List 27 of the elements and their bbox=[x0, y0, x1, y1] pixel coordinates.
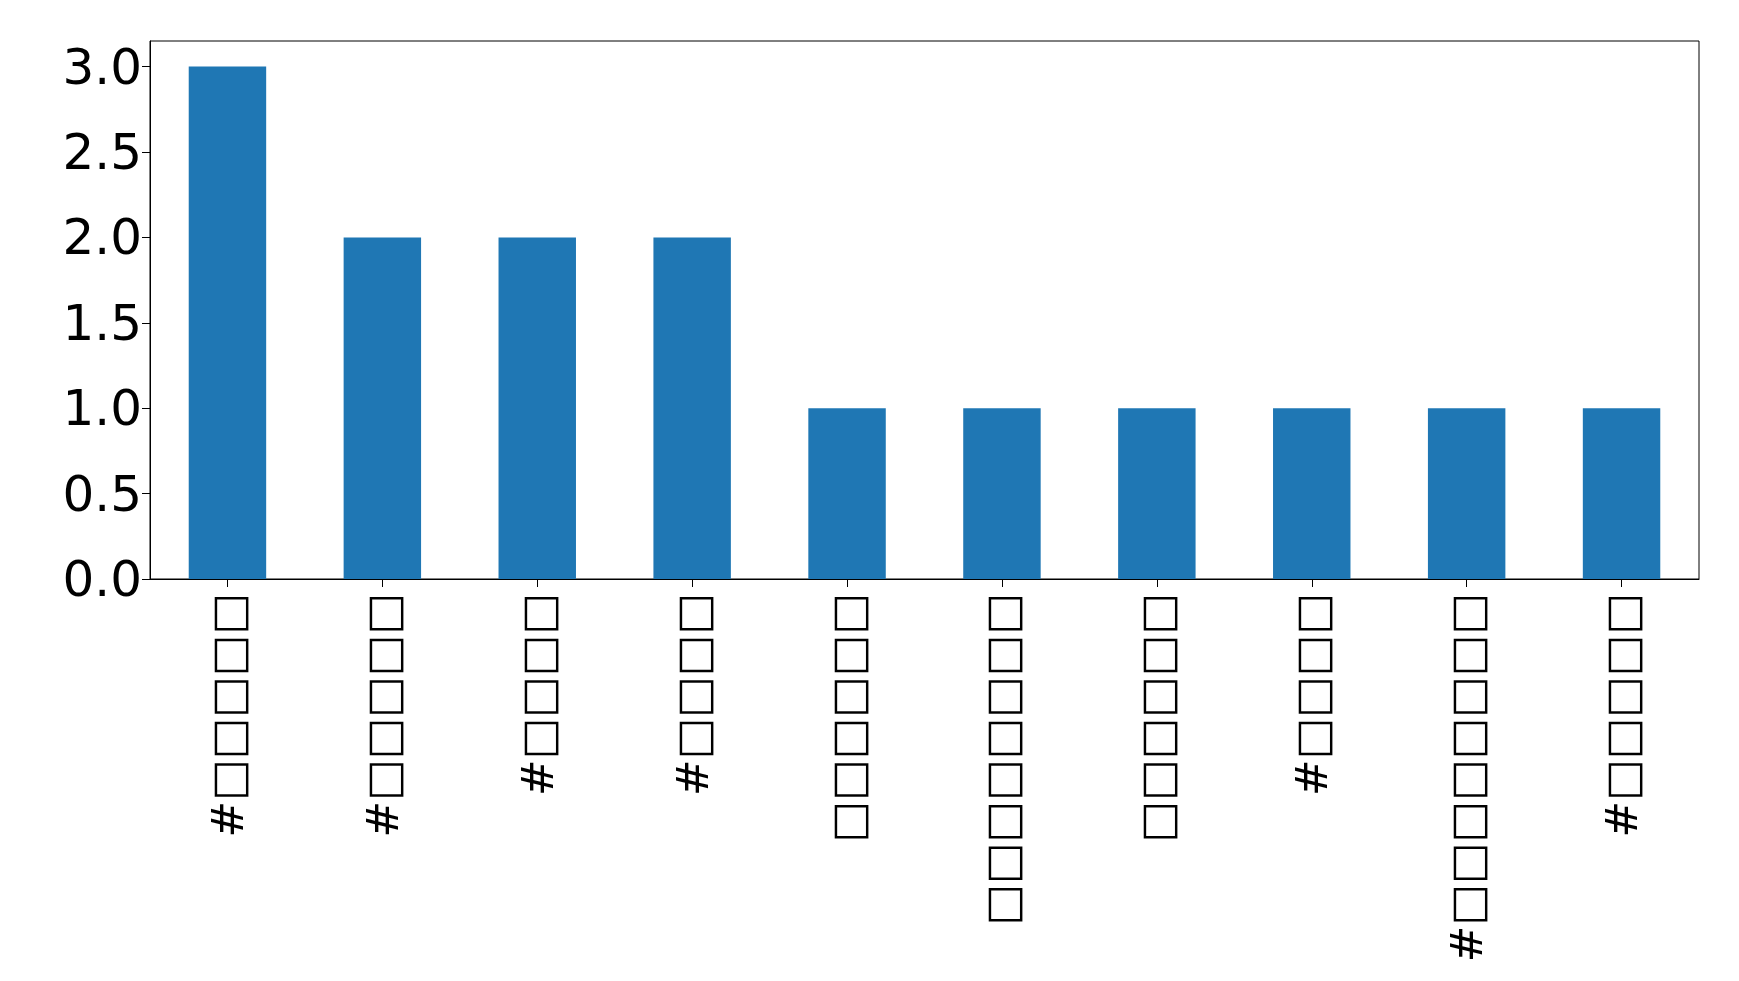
x-tick-label: □□□□□□ bbox=[821, 593, 873, 843]
bar bbox=[1582, 408, 1661, 579]
bar bbox=[1273, 408, 1351, 579]
x-tick-label: #□□□□ bbox=[666, 593, 718, 797]
y-tick-label: 0.5 bbox=[62, 464, 142, 523]
x-tick-label: □□□□□□□□ bbox=[976, 593, 1028, 926]
x-tick-label: #□□□□□ bbox=[1596, 593, 1648, 838]
bar bbox=[498, 237, 576, 579]
bar bbox=[343, 237, 422, 579]
x-tick-label: #□□□□□ bbox=[356, 593, 408, 838]
bar bbox=[1118, 408, 1196, 579]
x-tick-label: #□□□□ bbox=[511, 593, 563, 797]
y-tick-label: 1.5 bbox=[62, 293, 142, 352]
y-tick-label: 0.0 bbox=[62, 550, 142, 608]
bar bbox=[963, 408, 1041, 579]
bar bbox=[808, 408, 886, 579]
bar bbox=[188, 66, 267, 579]
y-tick-label: 1.0 bbox=[62, 379, 142, 438]
bar bbox=[1427, 408, 1506, 579]
bar bbox=[653, 237, 731, 579]
x-tick-label: #□□□□□ bbox=[201, 593, 253, 838]
x-tick-label: □□□□□□ bbox=[1131, 593, 1183, 843]
x-tick-label: #□□□□ bbox=[1286, 593, 1338, 797]
x-tick-label: #□□□□□□□□ bbox=[1441, 593, 1493, 963]
y-tick-label: 2.5 bbox=[62, 123, 142, 182]
y-tick-label: 2.0 bbox=[62, 208, 142, 267]
y-tick-label: 3.0 bbox=[62, 37, 142, 96]
